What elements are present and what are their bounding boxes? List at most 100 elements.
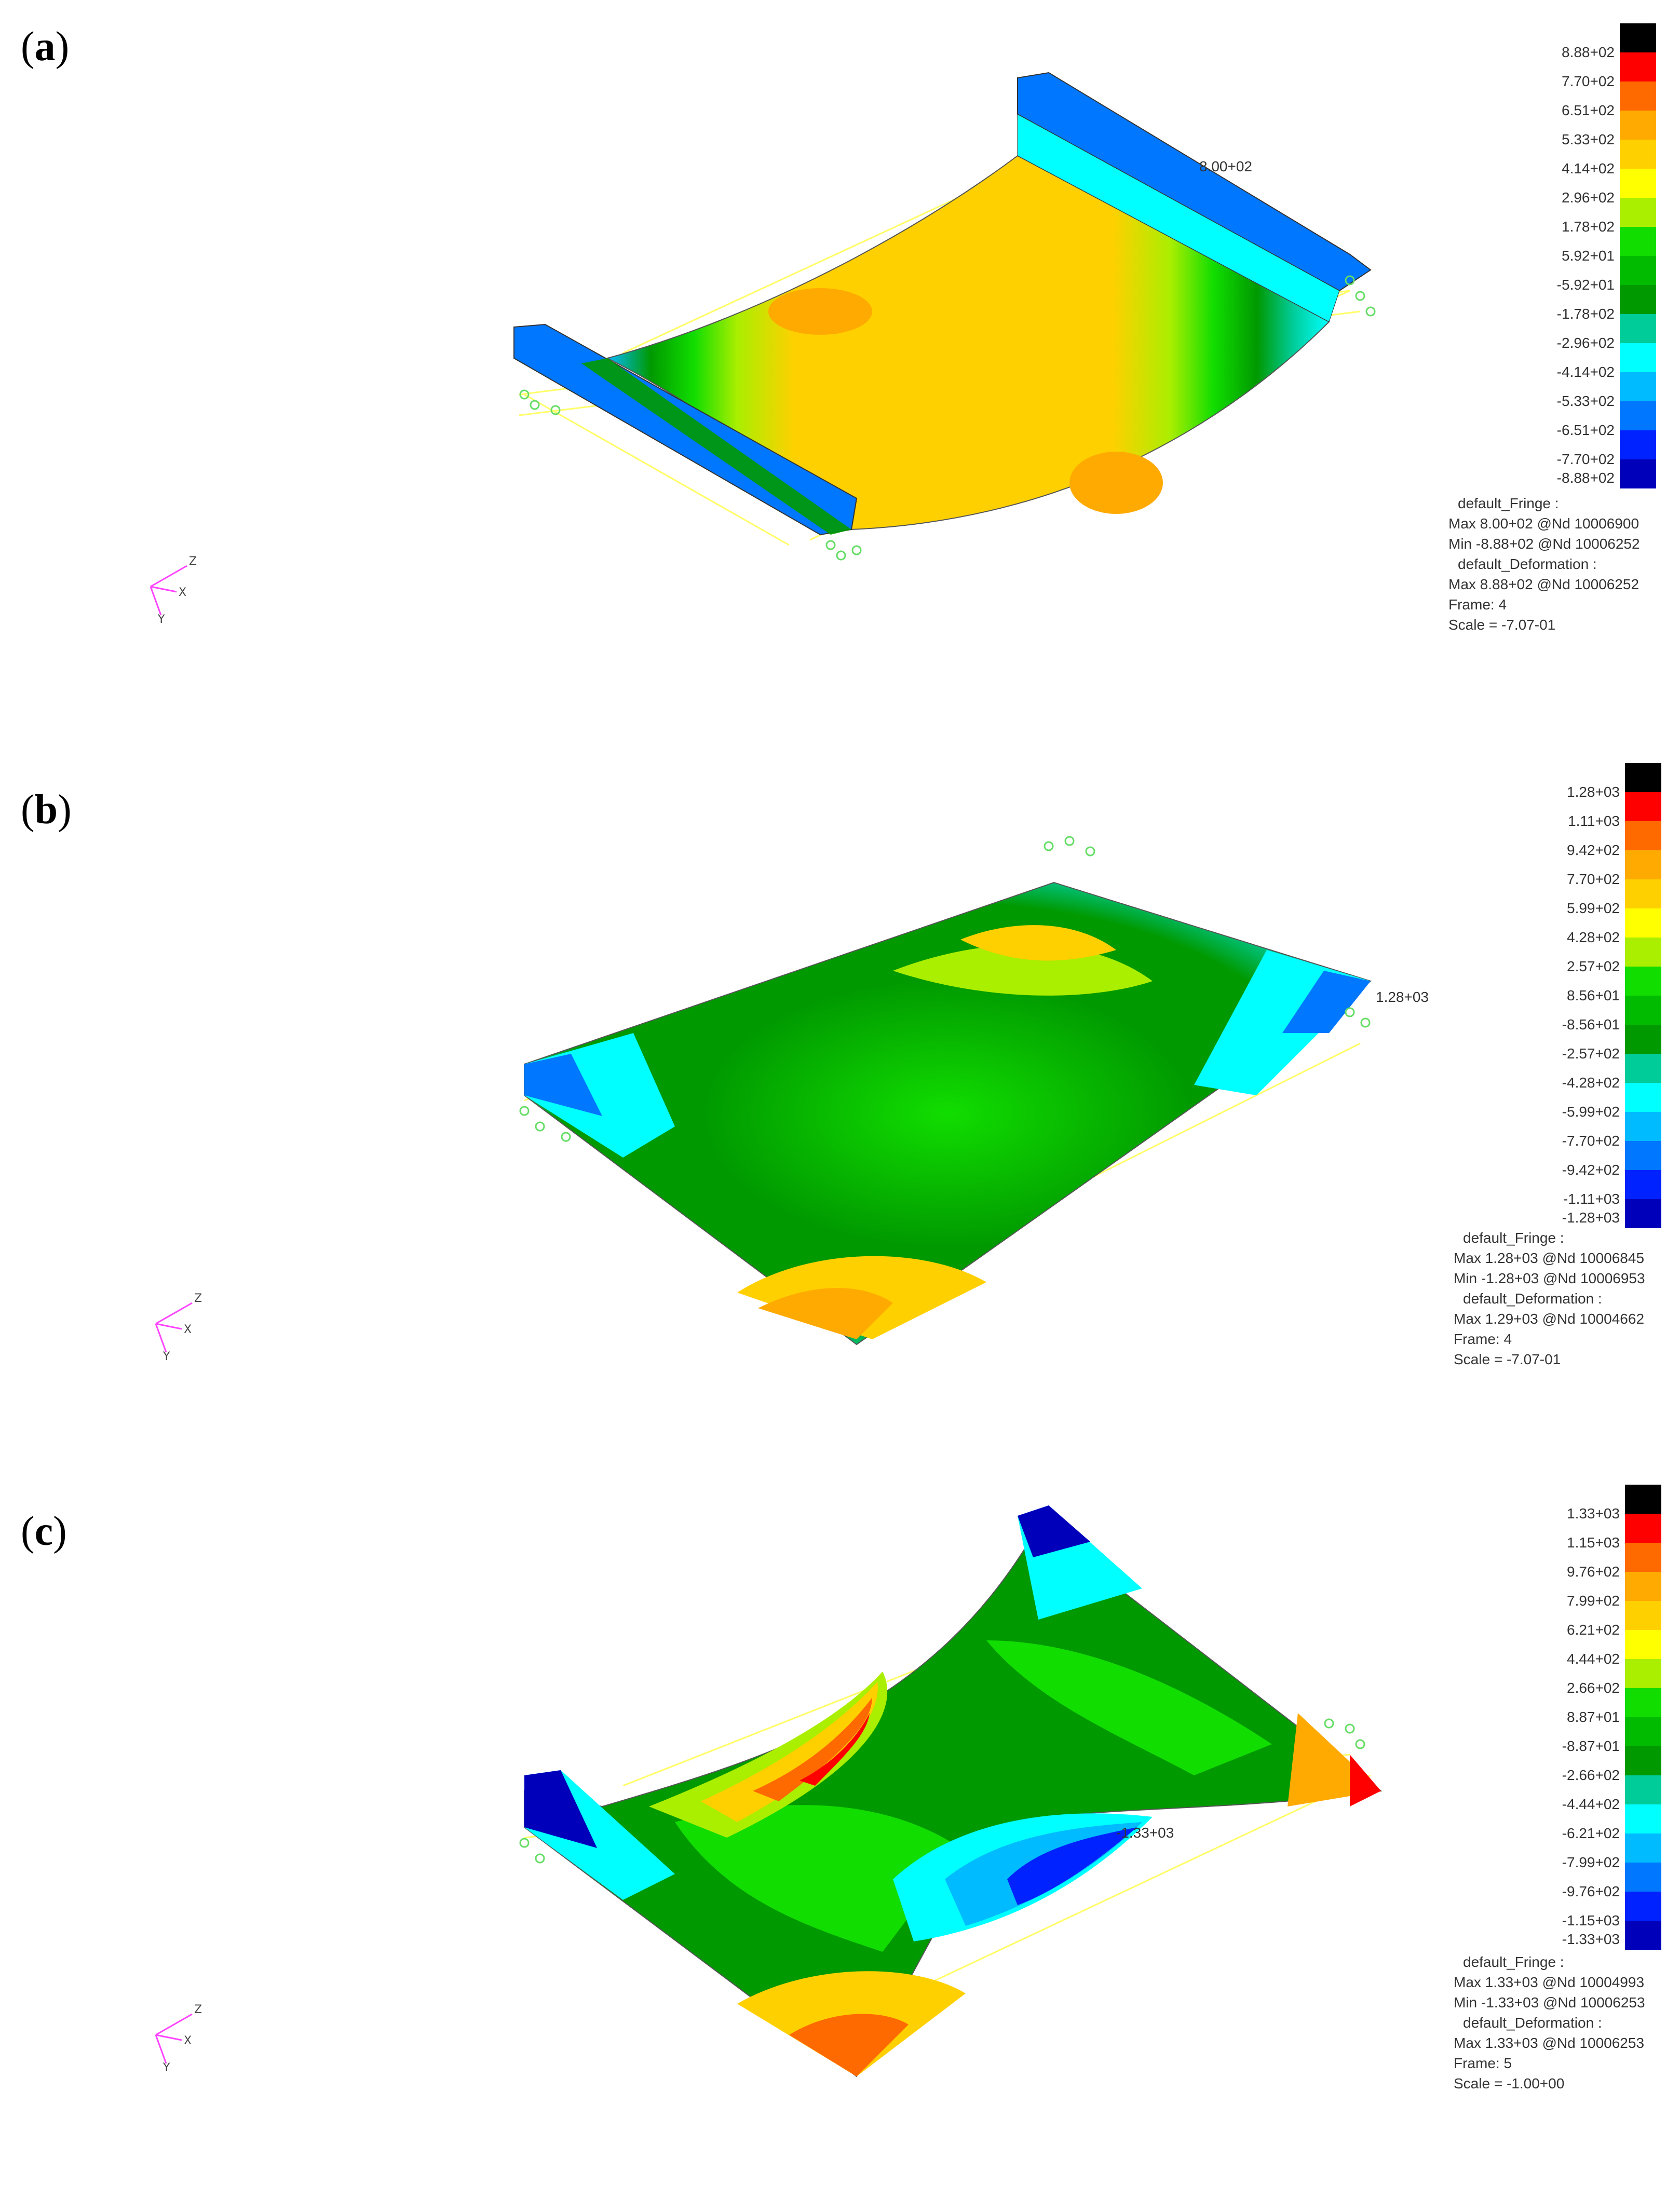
positive-ridge <box>649 1672 888 1838</box>
legend-tick-label: -8.56+01 <box>1562 1016 1620 1033</box>
results-info: default_Fringe : Max 1.33+03 @Nd 1000499… <box>1454 1952 1645 2094</box>
frame-readout: Frame: 5 <box>1454 2055 1512 2071</box>
fringe-title: default_Fringe : <box>1463 1230 1564 1246</box>
legend-tick-label: 1.28+03 <box>1567 784 1620 800</box>
legend-swatch <box>1620 401 1656 430</box>
legend-swatch <box>1625 1083 1661 1112</box>
legend-tick-label: -1.28+03 <box>1562 1210 1620 1226</box>
legend-tick-label: 5.92+01 <box>1562 248 1615 264</box>
axis-z-label: Z <box>189 555 197 568</box>
panel-a: (a) <box>0 0 1680 702</box>
min-annotation: -1.33+03 <box>1116 1825 1174 1841</box>
fem-model-c: -1.33+03 Z X Y <box>155 1505 1383 2077</box>
axis-y-label: Y <box>162 2061 170 2074</box>
legend-swatch <box>1625 1514 1661 1543</box>
deformation-max: Max 1.33+03 @Nd 10006253 <box>1454 2035 1645 2051</box>
coordinate-triad <box>155 2013 193 2064</box>
positive-band-bottom-inner <box>789 2014 909 2076</box>
legend-tick-label: -5.33+02 <box>1556 393 1615 409</box>
legend-swatch <box>1625 1775 1661 1804</box>
legend-swatch <box>1625 850 1661 879</box>
axis-y-label: Y <box>162 1350 170 1363</box>
legend-tick-label: -2.96+02 <box>1556 335 1615 351</box>
legend-swatch <box>1620 140 1656 169</box>
fringe-title: default_Fringe : <box>1458 495 1559 511</box>
fringe-legend <box>1625 1485 1661 1954</box>
fringe-legend <box>1620 23 1656 493</box>
legend-swatch <box>1625 1863 1661 1892</box>
legend-swatch <box>1620 52 1656 81</box>
legend-tick-label: 4.28+02 <box>1567 929 1620 945</box>
green-band <box>675 1805 960 1952</box>
green-band <box>986 1640 1272 1775</box>
right-edge-band-red <box>1350 1755 1381 1806</box>
legend-tick-label: 6.21+02 <box>1567 1622 1620 1638</box>
legend-tick-label: 1.78+02 <box>1562 219 1615 235</box>
legend-tick-label: 4.44+02 <box>1567 1651 1620 1667</box>
legend-tick-label: 5.33+02 <box>1562 131 1615 147</box>
coordinate-triad <box>155 1302 193 1353</box>
legend-tick-label: -1.33+03 <box>1562 1931 1620 1947</box>
axis-z-label: Z <box>194 2003 202 2016</box>
legend-swatch <box>1625 967 1661 996</box>
legend-colorbar <box>1625 1485 1661 1950</box>
legend-tick-label: -4.14+02 <box>1556 364 1615 380</box>
legend-swatch <box>1620 111 1656 140</box>
fringe-min: Min -1.28+03 @Nd 10006953 <box>1454 1270 1645 1286</box>
legend-swatch <box>1625 1892 1661 1921</box>
legend-swatch <box>1620 169 1656 198</box>
deformation-max: Max 8.88+02 @Nd 10006252 <box>1448 576 1640 592</box>
right-channel-web <box>1017 114 1340 322</box>
panel-c: (c) -1.33+03 <box>0 1485 1680 2187</box>
legend-tick-label: -6.51+02 <box>1556 422 1615 438</box>
legend-swatch <box>1620 23 1656 52</box>
legend-swatch <box>1625 1921 1661 1950</box>
fringe-max: Max 1.33+03 @Nd 10004993 <box>1454 1974 1645 1990</box>
legend-tick-label: -5.99+02 <box>1562 1104 1620 1120</box>
fringe-max: Max 8.00+02 @Nd 10006900 <box>1448 515 1640 532</box>
legend-swatch <box>1625 1746 1661 1775</box>
legend-tick-label: 5.99+02 <box>1567 900 1620 916</box>
max-annotation: 1.28+03 <box>1376 989 1429 1005</box>
legend-swatch <box>1625 1688 1661 1717</box>
results-info: default_Fringe : Max 1.28+03 @Nd 1000684… <box>1454 1228 1645 1369</box>
legend-swatch <box>1625 1572 1661 1601</box>
legend-tick-label: -4.44+02 <box>1562 1796 1620 1812</box>
legend-tick-label: -6.21+02 <box>1562 1825 1620 1841</box>
axis-x-label: X <box>179 586 186 599</box>
legend-swatch <box>1625 1543 1661 1572</box>
panel-b: (b) <box>0 763 1680 1465</box>
positive-band-top <box>893 944 1153 996</box>
legend-tick-label: -5.92+01 <box>1556 277 1615 293</box>
legend-tick-label: -1.78+02 <box>1556 306 1615 322</box>
legend-tick-label: -4.28+02 <box>1562 1075 1620 1091</box>
legend-tick-label: 9.42+02 <box>1567 842 1620 858</box>
top-edge-band-dark <box>1018 1505 1090 1557</box>
axis-z-label: Z <box>194 1292 202 1305</box>
constraint-nodes <box>519 275 1376 561</box>
deformation-title: default_Deformation : <box>1458 556 1597 572</box>
fringe-title: default_Fringe : <box>1463 1954 1564 1970</box>
legend-tick-label: -1.15+03 <box>1562 1912 1620 1928</box>
legend-tick-label: 1.15+03 <box>1567 1534 1620 1551</box>
legend-swatch <box>1625 1170 1661 1199</box>
legend-swatch <box>1625 1485 1661 1514</box>
legend-swatch <box>1620 314 1656 343</box>
panel-label: (b) <box>21 787 72 833</box>
frame-readout: Frame: 4 <box>1454 1331 1512 1347</box>
legend-tick-label: 2.57+02 <box>1567 958 1620 974</box>
legend-swatch <box>1625 1659 1661 1688</box>
legend-colorbar <box>1620 23 1656 488</box>
hot-spot <box>1069 452 1163 514</box>
legend-swatch <box>1620 459 1656 488</box>
fringe-min: Min -1.33+03 @Nd 10006253 <box>1454 1994 1645 2011</box>
legend-swatch <box>1625 1199 1661 1228</box>
axis-y-label: Y <box>157 613 165 626</box>
legend-tick-label: -9.76+02 <box>1562 1883 1620 1899</box>
legend-swatch <box>1625 1141 1661 1170</box>
legend-tick-label: 1.11+03 <box>1568 813 1620 829</box>
frame-readout: Frame: 4 <box>1448 596 1507 613</box>
legend-swatch <box>1620 256 1656 285</box>
legend-colorbar <box>1625 763 1661 1228</box>
axis-x-label: X <box>184 2034 192 2047</box>
